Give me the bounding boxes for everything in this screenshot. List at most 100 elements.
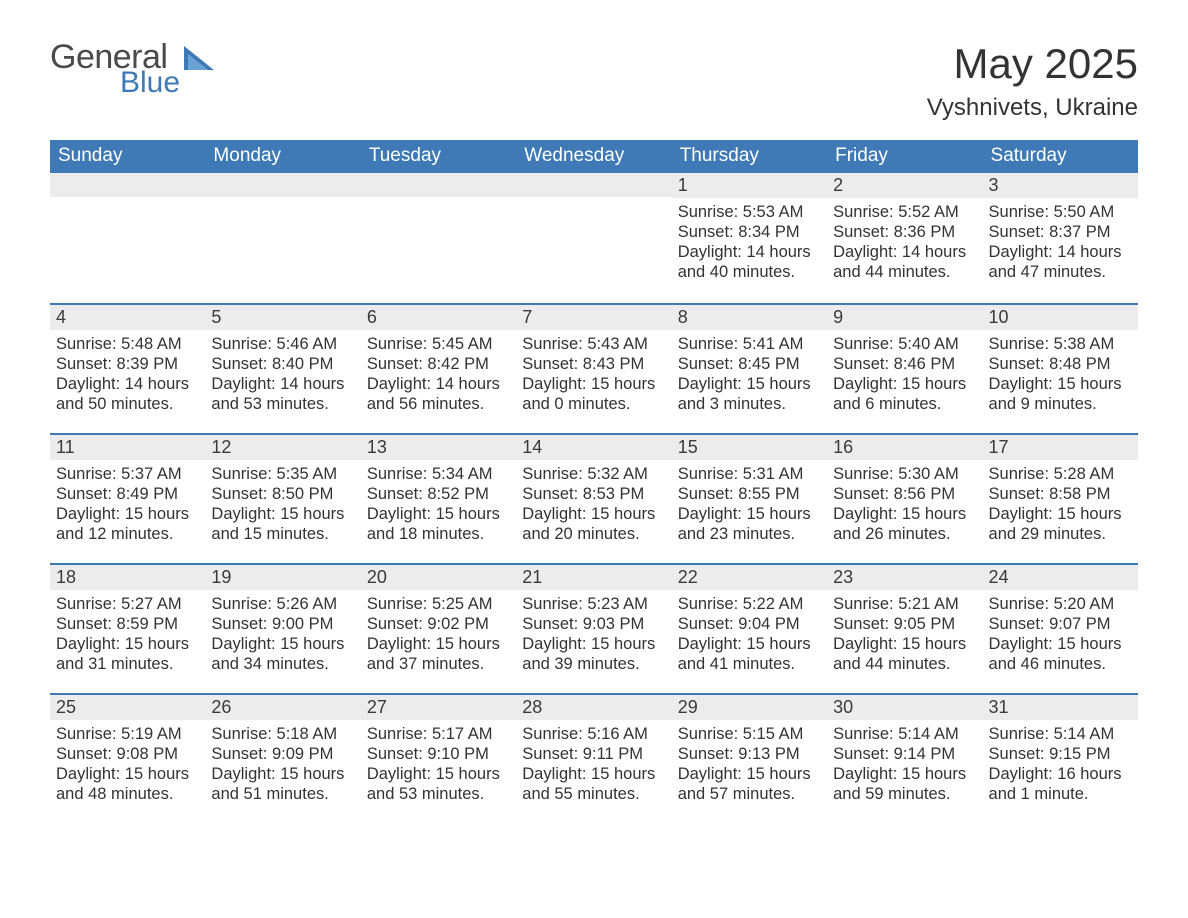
day-number: 26	[205, 693, 360, 720]
day-dl1: Daylight: 16 hours	[989, 764, 1132, 784]
calendar-cell: 22Sunrise: 5:22 AMSunset: 9:04 PMDayligh…	[672, 563, 827, 693]
day-details: Sunrise: 5:46 AMSunset: 8:40 PMDaylight:…	[205, 334, 360, 419]
day-sunset: Sunset: 8:36 PM	[833, 222, 976, 242]
calendar-row: 4Sunrise: 5:48 AMSunset: 8:39 PMDaylight…	[50, 303, 1138, 433]
day-dl1: Daylight: 15 hours	[833, 764, 976, 784]
day-details: Sunrise: 5:32 AMSunset: 8:53 PMDaylight:…	[516, 464, 671, 549]
day-details: Sunrise: 5:37 AMSunset: 8:49 PMDaylight:…	[50, 464, 205, 549]
day-sunset: Sunset: 9:03 PM	[522, 614, 665, 634]
day-sunset: Sunset: 8:58 PM	[989, 484, 1132, 504]
weekday-header: Friday	[827, 140, 982, 173]
day-sunrise: Sunrise: 5:19 AM	[56, 724, 199, 744]
day-dl1: Daylight: 15 hours	[211, 764, 354, 784]
day-dl2: and 59 minutes.	[833, 784, 976, 804]
calendar-cell: 30Sunrise: 5:14 AMSunset: 9:14 PMDayligh…	[827, 693, 982, 823]
day-number: 23	[827, 563, 982, 590]
day-dl1: Daylight: 15 hours	[56, 504, 199, 524]
calendar-cell: 17Sunrise: 5:28 AMSunset: 8:58 PMDayligh…	[983, 433, 1138, 563]
calendar-cell: 7Sunrise: 5:43 AMSunset: 8:43 PMDaylight…	[516, 303, 671, 433]
day-sunrise: Sunrise: 5:48 AM	[56, 334, 199, 354]
day-dl1: Daylight: 15 hours	[989, 504, 1132, 524]
day-dl2: and 46 minutes.	[989, 654, 1132, 674]
day-number: 13	[361, 433, 516, 460]
day-details: Sunrise: 5:48 AMSunset: 8:39 PMDaylight:…	[50, 334, 205, 419]
day-sunrise: Sunrise: 5:28 AM	[989, 464, 1132, 484]
day-number: 9	[827, 303, 982, 330]
day-number: 8	[672, 303, 827, 330]
weekday-header: Monday	[205, 140, 360, 173]
day-sunset: Sunset: 9:14 PM	[833, 744, 976, 764]
empty-day-bar	[361, 173, 516, 197]
day-sunset: Sunset: 8:40 PM	[211, 354, 354, 374]
weekday-header: Sunday	[50, 140, 205, 173]
calendar-row: 18Sunrise: 5:27 AMSunset: 8:59 PMDayligh…	[50, 563, 1138, 693]
calendar-cell: 11Sunrise: 5:37 AMSunset: 8:49 PMDayligh…	[50, 433, 205, 563]
day-dl1: Daylight: 15 hours	[833, 374, 976, 394]
day-dl1: Daylight: 14 hours	[678, 242, 821, 262]
day-sunset: Sunset: 8:55 PM	[678, 484, 821, 504]
day-details: Sunrise: 5:53 AMSunset: 8:34 PMDaylight:…	[672, 202, 827, 287]
weekday-header: Saturday	[983, 140, 1138, 173]
calendar-cell: 20Sunrise: 5:25 AMSunset: 9:02 PMDayligh…	[361, 563, 516, 693]
day-details: Sunrise: 5:20 AMSunset: 9:07 PMDaylight:…	[983, 594, 1138, 679]
empty-day-bar	[516, 173, 671, 197]
day-dl2: and 18 minutes.	[367, 524, 510, 544]
day-sunset: Sunset: 9:05 PM	[833, 614, 976, 634]
calendar-cell: 21Sunrise: 5:23 AMSunset: 9:03 PMDayligh…	[516, 563, 671, 693]
location-label: Vyshnivets, Ukraine	[927, 94, 1138, 122]
day-sunset: Sunset: 8:39 PM	[56, 354, 199, 374]
day-sunrise: Sunrise: 5:26 AM	[211, 594, 354, 614]
day-number: 4	[50, 303, 205, 330]
day-dl1: Daylight: 15 hours	[678, 374, 821, 394]
day-dl1: Daylight: 15 hours	[367, 764, 510, 784]
day-dl2: and 50 minutes.	[56, 394, 199, 414]
empty-day-bar	[50, 173, 205, 197]
empty-day-bar	[205, 173, 360, 197]
day-dl2: and 51 minutes.	[211, 784, 354, 804]
day-sunrise: Sunrise: 5:34 AM	[367, 464, 510, 484]
day-details: Sunrise: 5:25 AMSunset: 9:02 PMDaylight:…	[361, 594, 516, 679]
day-number: 22	[672, 563, 827, 590]
day-dl1: Daylight: 15 hours	[56, 764, 199, 784]
calendar-cell: 18Sunrise: 5:27 AMSunset: 8:59 PMDayligh…	[50, 563, 205, 693]
calendar-cell: 19Sunrise: 5:26 AMSunset: 9:00 PMDayligh…	[205, 563, 360, 693]
calendar-cell: 14Sunrise: 5:32 AMSunset: 8:53 PMDayligh…	[516, 433, 671, 563]
calendar-cell: 15Sunrise: 5:31 AMSunset: 8:55 PMDayligh…	[672, 433, 827, 563]
calendar-cell: 12Sunrise: 5:35 AMSunset: 8:50 PMDayligh…	[205, 433, 360, 563]
day-dl1: Daylight: 15 hours	[367, 634, 510, 654]
day-sunset: Sunset: 8:45 PM	[678, 354, 821, 374]
day-sunrise: Sunrise: 5:32 AM	[522, 464, 665, 484]
day-number: 12	[205, 433, 360, 460]
calendar-cell: 1Sunrise: 5:53 AMSunset: 8:34 PMDaylight…	[672, 173, 827, 303]
day-sunrise: Sunrise: 5:40 AM	[833, 334, 976, 354]
day-sunset: Sunset: 8:42 PM	[367, 354, 510, 374]
day-sunrise: Sunrise: 5:21 AM	[833, 594, 976, 614]
day-dl2: and 56 minutes.	[367, 394, 510, 414]
calendar-cell: 27Sunrise: 5:17 AMSunset: 9:10 PMDayligh…	[361, 693, 516, 823]
day-sunset: Sunset: 9:08 PM	[56, 744, 199, 764]
day-dl1: Daylight: 15 hours	[522, 634, 665, 654]
day-details: Sunrise: 5:30 AMSunset: 8:56 PMDaylight:…	[827, 464, 982, 549]
weekday-header-row: Sunday Monday Tuesday Wednesday Thursday…	[50, 140, 1138, 173]
day-dl2: and 12 minutes.	[56, 524, 199, 544]
day-dl1: Daylight: 14 hours	[367, 374, 510, 394]
day-number: 18	[50, 563, 205, 590]
day-number: 10	[983, 303, 1138, 330]
day-number: 28	[516, 693, 671, 720]
day-sunrise: Sunrise: 5:15 AM	[678, 724, 821, 744]
day-sunrise: Sunrise: 5:43 AM	[522, 334, 665, 354]
day-details: Sunrise: 5:40 AMSunset: 8:46 PMDaylight:…	[827, 334, 982, 419]
day-details: Sunrise: 5:28 AMSunset: 8:58 PMDaylight:…	[983, 464, 1138, 549]
day-sunset: Sunset: 9:04 PM	[678, 614, 821, 634]
day-dl2: and 44 minutes.	[833, 262, 976, 282]
day-sunset: Sunset: 9:02 PM	[367, 614, 510, 634]
day-dl2: and 40 minutes.	[678, 262, 821, 282]
day-sunrise: Sunrise: 5:41 AM	[678, 334, 821, 354]
day-sunset: Sunset: 8:37 PM	[989, 222, 1132, 242]
day-dl2: and 26 minutes.	[833, 524, 976, 544]
calendar-cell: 23Sunrise: 5:21 AMSunset: 9:05 PMDayligh…	[827, 563, 982, 693]
day-dl1: Daylight: 15 hours	[678, 634, 821, 654]
day-sunset: Sunset: 9:11 PM	[522, 744, 665, 764]
header: General Blue May 2025 Vyshnivets, Ukrain…	[50, 40, 1138, 122]
day-sunrise: Sunrise: 5:16 AM	[522, 724, 665, 744]
